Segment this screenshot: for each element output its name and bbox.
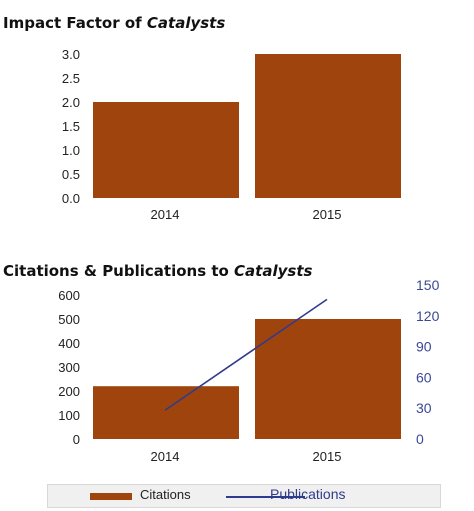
- chart2-publications-line: [164, 298, 328, 411]
- chart2-left-ytick-label: 400: [58, 336, 80, 351]
- chart1-bar: [93, 102, 239, 198]
- chart1-title-prefix: Impact Factor of: [3, 14, 147, 32]
- chart2-title-italic: Catalysts: [234, 262, 313, 280]
- chart2-citations-bar: [93, 386, 239, 439]
- chart1-ytick-label: 0.0: [62, 191, 80, 206]
- chart2-title-prefix: Citations & Publications to: [3, 262, 235, 280]
- legend-citations-label: Citations: [140, 487, 191, 502]
- chart2-right-ytick-label: 120: [416, 308, 440, 324]
- chart2-left-ytick-label: 600: [58, 288, 80, 303]
- chart1-ytick-label: 2.0: [62, 95, 80, 110]
- chart2-title: Citations & Publications to Catalysts: [3, 262, 312, 280]
- chart2-citations-bar: [255, 319, 401, 439]
- chart2-left-ytick-label: 100: [58, 408, 80, 423]
- chart2-right-ytick-label: 60: [416, 369, 432, 385]
- chart2-xtick-label: 2015: [313, 449, 342, 464]
- chart1-ytick-label: 1.0: [62, 143, 80, 158]
- chart1-xtick-label: 2014: [151, 207, 180, 222]
- chart2-left-ytick-label: 500: [58, 312, 80, 327]
- chart1-title: Impact Factor of Catalysts: [3, 14, 225, 32]
- chart2-right-ytick-label: 90: [416, 339, 432, 355]
- legend-publications-label: Publications: [270, 486, 346, 502]
- chart2-right-ytick-label: 150: [416, 277, 440, 293]
- chart2-left-ytick-label: 0: [73, 432, 80, 447]
- chart1-xtick-label: 2015: [313, 207, 342, 222]
- chart1-ytick-label: 2.5: [62, 71, 80, 86]
- chart1-ytick-label: 0.5: [62, 167, 80, 182]
- chart1-ytick-label: 1.5: [62, 119, 80, 134]
- chart2-xtick-label: 2014: [151, 449, 180, 464]
- legend-citations-swatch: [90, 493, 132, 500]
- chart2-left-ytick-label: 200: [58, 384, 80, 399]
- chart1-title-italic: Catalysts: [146, 14, 226, 32]
- chart2-left-ytick-label: 300: [58, 360, 80, 375]
- chart1-bar: [255, 54, 401, 198]
- chart2-right-ytick-label: 30: [416, 400, 432, 416]
- chart1-ytick-label: 3.0: [62, 47, 80, 62]
- chart2-right-ytick-label: 0: [416, 431, 424, 447]
- legend-publications-swatch: [226, 496, 305, 498]
- chart2-legend: Citations Publications: [47, 484, 441, 508]
